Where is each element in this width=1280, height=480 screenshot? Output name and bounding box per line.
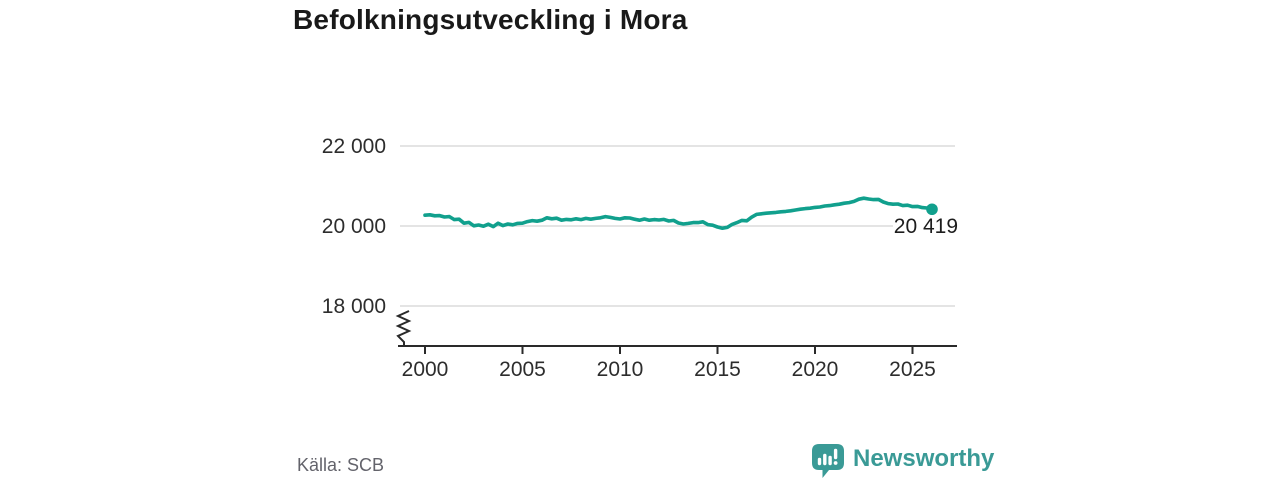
end-value-label: 20 419 (894, 215, 958, 238)
newsworthy-bubble-chart-icon (812, 444, 844, 478)
axis-break-icon (395, 310, 412, 346)
end-point-dot (926, 203, 938, 216)
end-label-mask (893, 213, 961, 238)
y-tick-label: 20 000 (322, 215, 386, 238)
x-tick-label: 2025 (889, 358, 936, 381)
population-line (423, 196, 934, 230)
x-tick-label: 2020 (792, 358, 839, 381)
page-title: Befolkningsutveckling i Mora (293, 4, 688, 35)
newsworthy-logo: Newsworthy (810, 442, 994, 480)
source-note: Källa: SCB (297, 455, 385, 475)
newsworthy-wordmark: Newsworthy (853, 445, 995, 472)
x-tick-label: 2015 (694, 358, 741, 381)
x-tick-label: 2000 (402, 358, 449, 381)
y-tick-label: 22 000 (322, 135, 386, 158)
x-tick-label: 2005 (499, 358, 546, 381)
x-tick-label: 2010 (597, 358, 644, 381)
y-tick-label: 18 000 (322, 295, 386, 318)
